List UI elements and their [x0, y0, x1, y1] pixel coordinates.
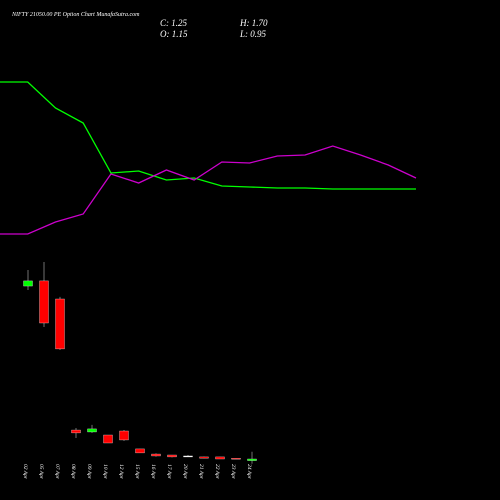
x-tick-label: 21 Apr — [198, 464, 204, 480]
x-tick-label: 16 Apr — [150, 464, 156, 480]
candle-body — [71, 429, 81, 434]
chart-title: NIFTY 21050.00 PE Option Chart MunafaSut… — [11, 11, 140, 18]
line-series — [0, 81, 416, 190]
x-tick-label: 17 Apr — [166, 464, 172, 480]
candle-body — [215, 456, 225, 460]
x-tick-label: 02 Apr — [22, 464, 28, 480]
x-tick-label: 20 Apr — [182, 464, 188, 480]
x-tick-label: 09 Apr — [86, 464, 92, 480]
low-label: L: 0.95 — [239, 29, 267, 39]
candle-body — [199, 456, 209, 459]
high-label: H: 1.70 — [239, 18, 268, 28]
candle-body — [103, 434, 113, 444]
open-label: O: 1.15 — [160, 29, 188, 39]
candle-body — [87, 428, 97, 433]
candle-body — [247, 458, 257, 461]
candle-body — [231, 458, 241, 460]
candle-body — [23, 280, 33, 287]
candle-body — [151, 453, 161, 457]
x-tick-label: 24 Apr — [246, 464, 253, 480]
candle-body — [135, 448, 145, 454]
x-tick-label: 08 Apr — [70, 464, 76, 480]
x-tick-label: 23 Apr — [230, 464, 236, 480]
x-tick-label: 10 Apr — [102, 464, 108, 480]
line-series — [0, 145, 417, 235]
x-tick-label: 07 Apr — [54, 464, 60, 480]
close-label: C: 1.25 — [160, 18, 188, 28]
candle-body — [55, 298, 65, 350]
candle-body — [183, 455, 193, 458]
candle-body — [39, 280, 49, 324]
candle-body — [119, 430, 129, 441]
candle-body — [167, 454, 177, 458]
x-tick-label: 15 Apr — [134, 464, 140, 480]
x-tick-label: 12 Apr — [118, 464, 124, 480]
x-tick-label: 22 Apr — [214, 464, 220, 480]
x-tick-label: 05 Apr — [38, 464, 44, 480]
